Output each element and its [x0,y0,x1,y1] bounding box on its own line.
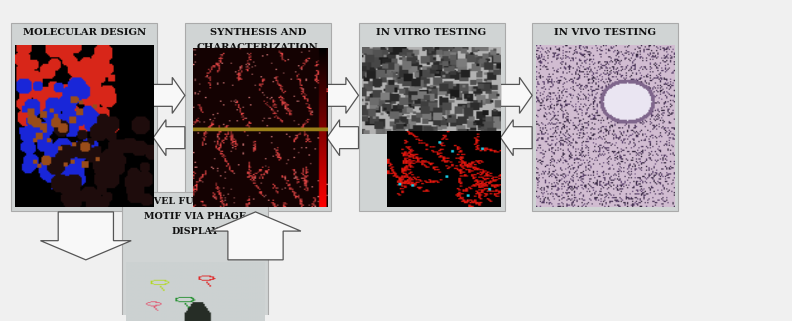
Text: DISPLAY: DISPLAY [171,227,219,236]
Polygon shape [327,120,359,156]
Text: SYNTHESIS AND: SYNTHESIS AND [210,28,306,37]
FancyBboxPatch shape [359,23,505,211]
Text: IN VIVO TESTING: IN VIVO TESTING [554,28,656,37]
Text: MOLECULAR DESIGN: MOLECULAR DESIGN [23,28,146,37]
FancyBboxPatch shape [122,193,268,321]
Polygon shape [501,77,532,113]
Polygon shape [154,77,185,113]
FancyBboxPatch shape [11,23,158,211]
FancyBboxPatch shape [185,23,331,211]
Polygon shape [154,120,185,156]
Text: IN VITRO TESTING: IN VITRO TESTING [376,28,486,37]
Text: CHARACTERIZATION: CHARACTERIZATION [197,43,318,52]
FancyBboxPatch shape [532,23,678,211]
Polygon shape [40,212,131,260]
Polygon shape [501,120,532,156]
Text: MOTIF VIA PHAGE: MOTIF VIA PHAGE [144,212,246,221]
Polygon shape [327,77,359,113]
Text: NOVEL FUNCTIONAL: NOVEL FUNCTIONAL [137,197,253,206]
Polygon shape [210,212,301,260]
